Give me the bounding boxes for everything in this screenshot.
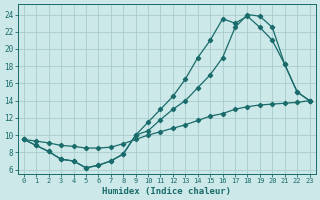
X-axis label: Humidex (Indice chaleur): Humidex (Indice chaleur) xyxy=(102,187,231,196)
